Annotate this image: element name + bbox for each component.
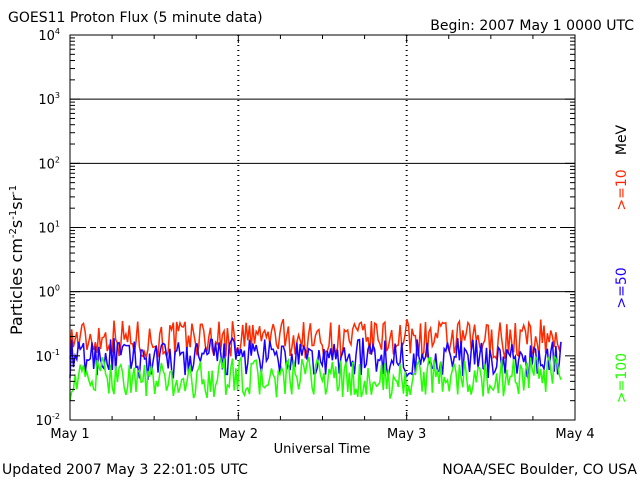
- y-tick-label-0: 10-2: [35, 412, 60, 429]
- legend-entry-1: >=50: [614, 267, 630, 308]
- y-tick-label-5: 103: [38, 91, 60, 108]
- series-line-0: [69, 318, 562, 362]
- series-line-2: [69, 354, 562, 401]
- legend-entry-2: >=100: [614, 353, 630, 403]
- y-tick-exp-6: 4: [55, 27, 60, 36]
- y-axis-label-text: Particles cm: [7, 238, 26, 335]
- y-axis-label: Particles cm-2s-1sr-1: [7, 185, 26, 335]
- y-tick-label-2: 100: [38, 284, 60, 301]
- y-axis-label-exp1: -2: [8, 228, 19, 238]
- day-divider-ticks: [237, 35, 408, 420]
- reference-lines: [70, 98, 575, 293]
- y-tick-exp-5: 3: [55, 91, 60, 100]
- y-tick-exp-1: -1: [52, 348, 60, 357]
- updated-timestamp: Updated 2007 May 3 22:01:05 UTC: [2, 462, 248, 478]
- y-tick-base-4: 10: [38, 157, 55, 172]
- x-tick-label-2: May 3: [387, 427, 426, 442]
- legend-entry-0: >=10: [614, 169, 630, 210]
- y-tick-label-3: 101: [38, 220, 60, 237]
- y-tick-base-2: 10: [38, 286, 55, 301]
- y-tick-base-0: 10: [35, 414, 52, 429]
- y-tick-label-6: 104: [38, 27, 60, 44]
- legend-unit: MeV: [614, 124, 630, 155]
- y-tick-base-3: 10: [38, 222, 55, 237]
- y-tick-exp-2: 0: [55, 284, 60, 293]
- y-tick-label-4: 102: [38, 155, 60, 172]
- y-tick-label-1: 10-1: [35, 348, 60, 365]
- x-axis-label: Universal Time: [274, 442, 371, 457]
- y-axis-label-exp2: -1: [8, 210, 19, 220]
- x-tick-label-1: May 2: [219, 427, 258, 442]
- y-tick-exp-4: 2: [55, 155, 60, 164]
- x-axis-ticks: May 1 May 2 May 3 May 4: [50, 35, 595, 442]
- x-tick-label-3: May 4: [555, 427, 594, 442]
- credit-label: NOAA/SEC Boulder, CO USA: [442, 462, 637, 478]
- y-tick-exp-0: -2: [52, 412, 60, 421]
- y-axis-label-exp3: -1: [8, 185, 19, 195]
- y-axis-label-sr: sr: [7, 194, 26, 209]
- legend: MeV >=10 >=50 >=100: [614, 124, 630, 403]
- x-tick-label-0: May 1: [50, 427, 89, 442]
- y-tick-base-5: 10: [38, 93, 55, 108]
- begin-label: Begin: 2007 May 1 0000 UTC: [430, 18, 634, 34]
- y-tick-base-6: 10: [38, 29, 55, 44]
- chart-title: GOES11 Proton Flux (5 minute data): [8, 10, 263, 26]
- y-tick-exp-3: 1: [55, 220, 60, 229]
- series-layer: [69, 318, 562, 401]
- y-tick-base-1: 10: [35, 350, 52, 365]
- y-axis-label-s: s: [7, 220, 26, 228]
